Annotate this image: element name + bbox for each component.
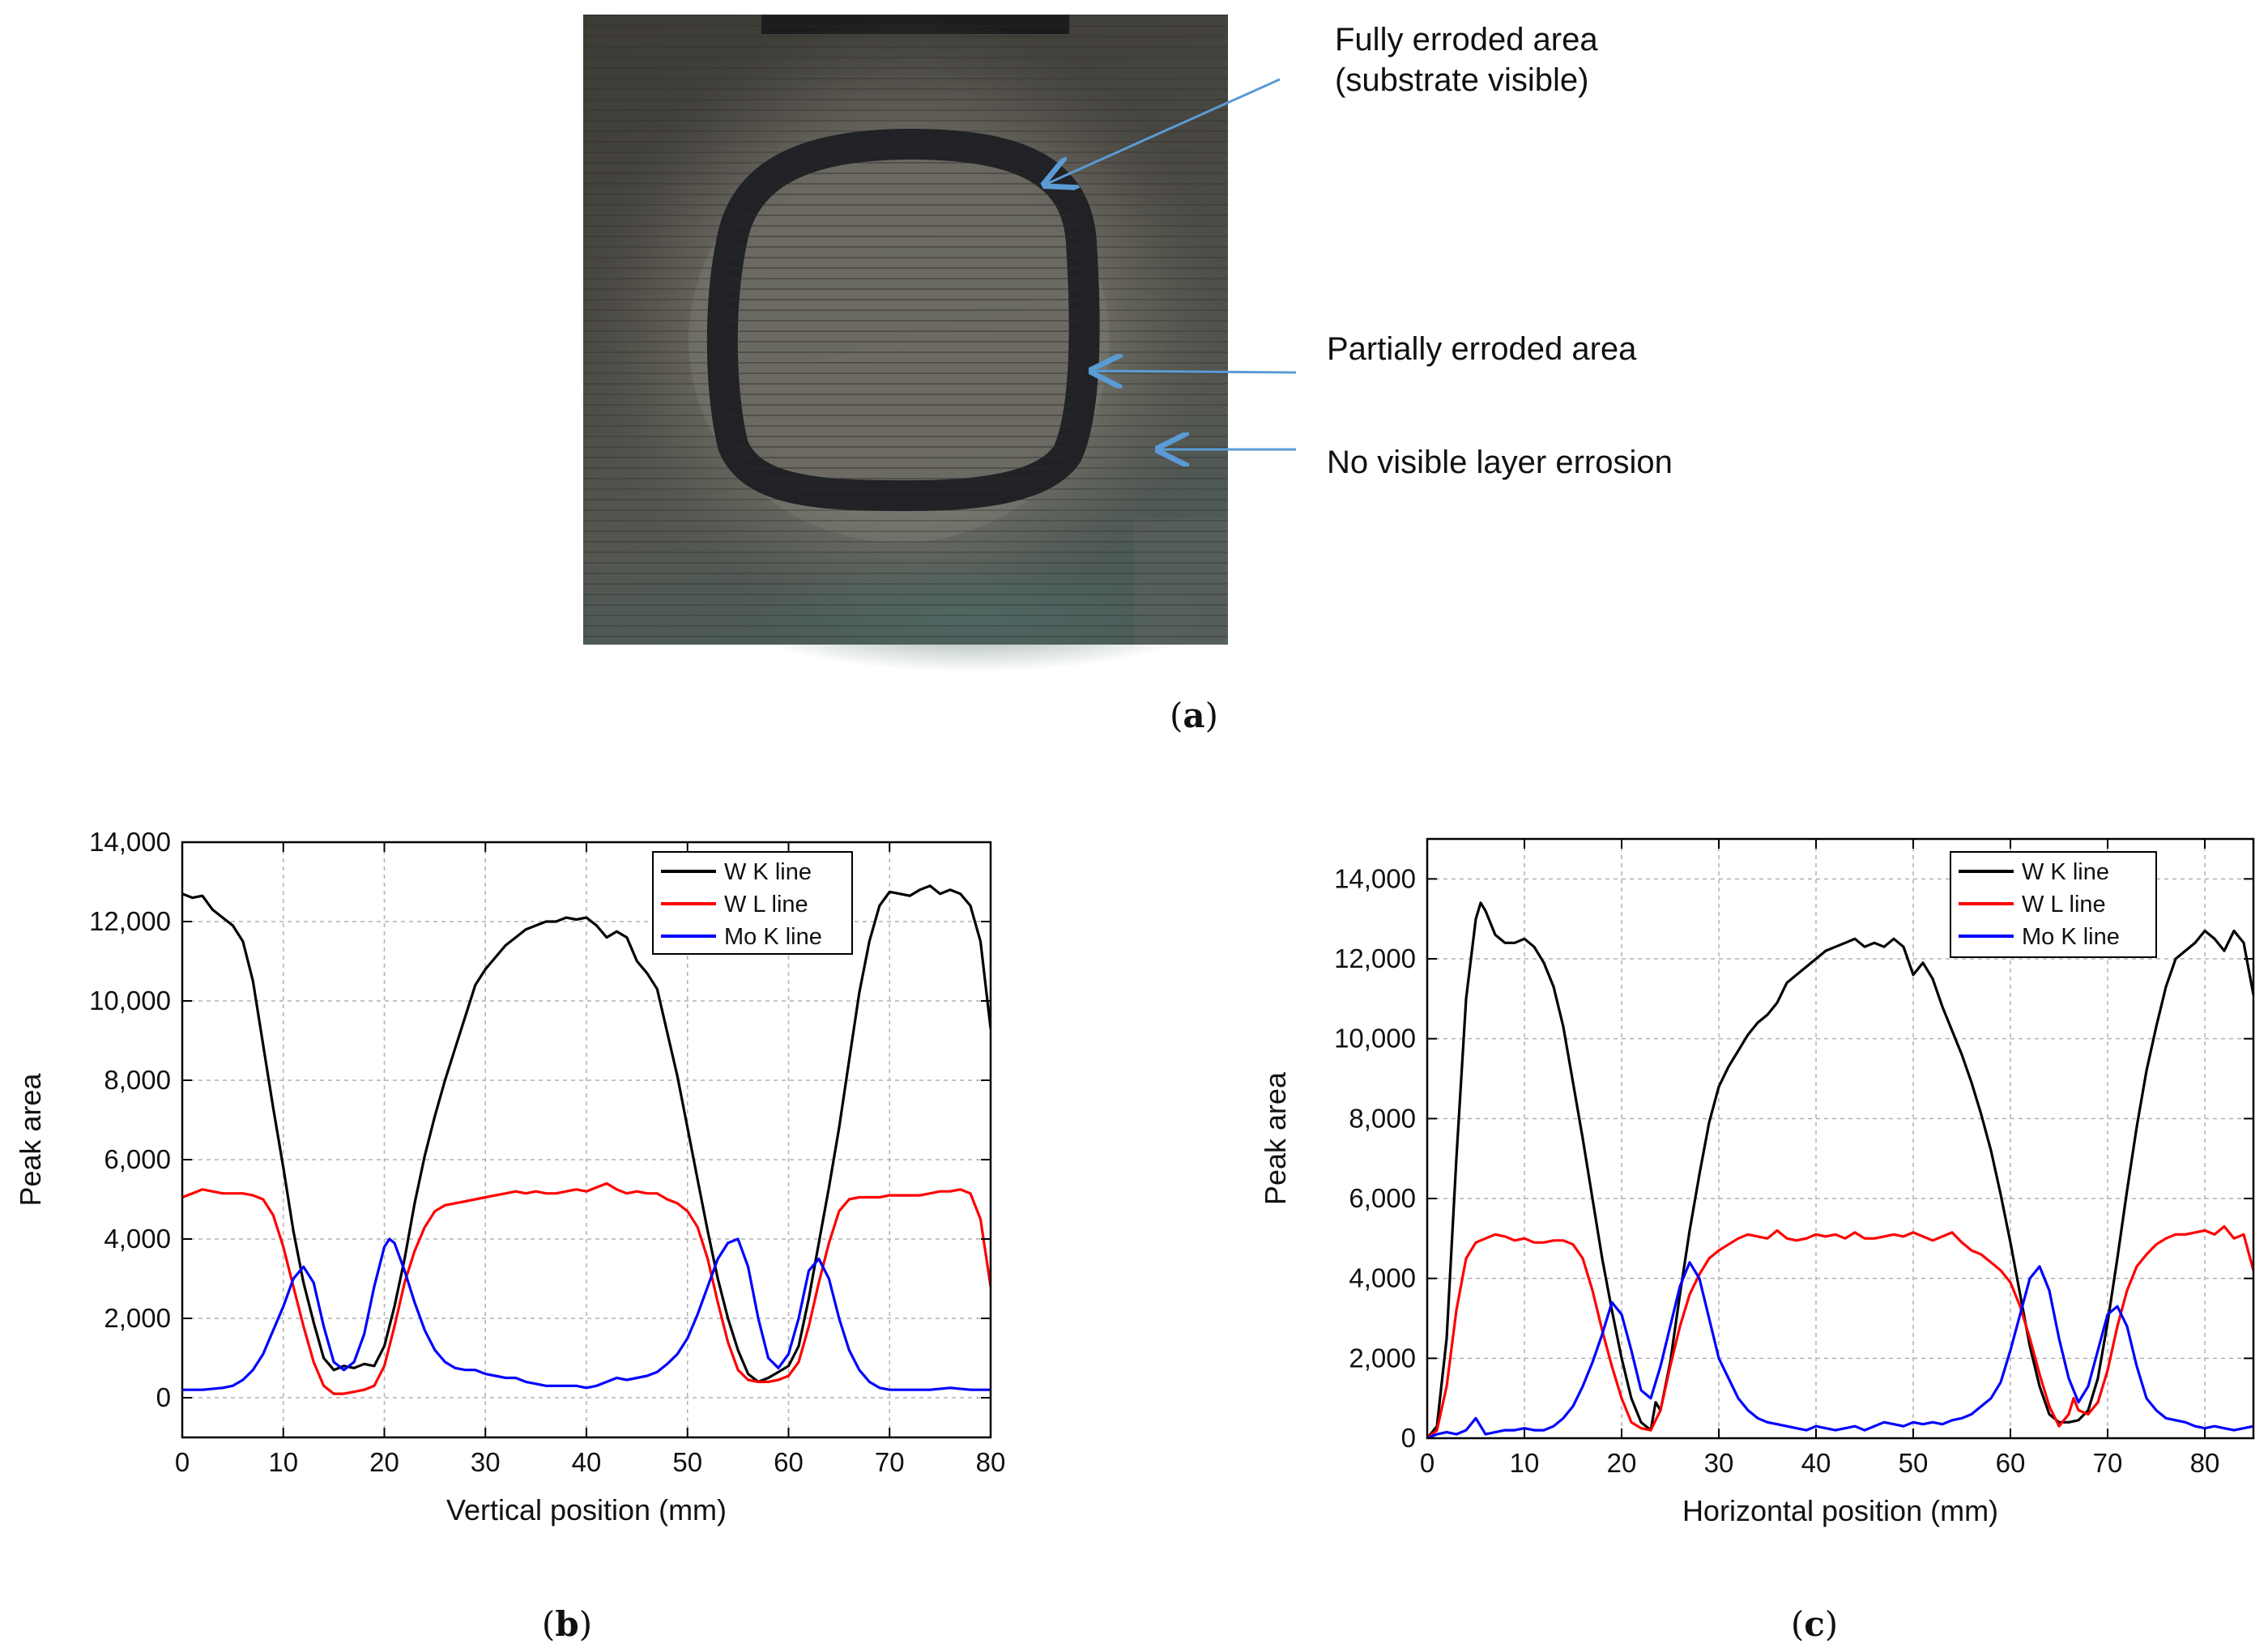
- x-tick-label: 60: [774, 1447, 804, 1477]
- x-tick-label: 0: [1420, 1448, 1435, 1478]
- y-tick-label: 14,000: [1334, 863, 1416, 893]
- y-tick-label: 0: [156, 1382, 171, 1412]
- y-tick-label: 4,000: [1349, 1263, 1416, 1293]
- x-tick-label: 50: [672, 1447, 702, 1477]
- caption-a-label: a: [1183, 696, 1204, 735]
- x-tick-label: 40: [572, 1447, 602, 1477]
- panel-a-photo: [583, 15, 1228, 672]
- series-line-w-k-line: [1427, 901, 2253, 1438]
- arrow-partially-eroded: [1092, 371, 1297, 373]
- annotation-fully-eroded-line2: (substrate visible): [1335, 62, 1588, 98]
- chart-b: 0 10 20 30 40 50 60 70 80 0 2,000 4,000 6,000 8,000 10…: [14, 827, 1005, 1644]
- annotation-arrows: [1045, 78, 1297, 449]
- x-tick-label: 20: [1607, 1448, 1637, 1478]
- y-tick-label: 12,000: [1334, 943, 1416, 973]
- y-axis-label: Peak area: [14, 1072, 47, 1206]
- y-tick-label: 2,000: [1349, 1343, 1416, 1373]
- x-tick-label: 60: [1996, 1448, 2026, 1478]
- x-tick-label: 80: [976, 1447, 1006, 1477]
- y-tick-label: 2,000: [104, 1303, 171, 1333]
- legend: W K line W L line Mo K line: [652, 851, 853, 955]
- x-tick-label: 30: [471, 1447, 501, 1477]
- legend-entry: W K line: [2022, 859, 2109, 885]
- series-line-mo-k-line: [1427, 1261, 2253, 1438]
- annotation-no-erosion: No visible layer errosion: [1327, 445, 1673, 480]
- legend-entry: W K line: [724, 859, 812, 885]
- x-axis-label: Vertical position (mm): [446, 1493, 727, 1526]
- x-tick-label: 70: [875, 1447, 905, 1477]
- caption-c: (c): [1791, 1604, 1838, 1644]
- legend-entry: Mo K line: [724, 924, 822, 950]
- chart-c: 0 10 20 30 40 50 60 70 80 0 2,000 4,000 6,000 8,000 10…: [1259, 837, 2255, 1644]
- plot-frame: [1426, 837, 2255, 1440]
- series-line-w-l-line: [182, 1182, 991, 1395]
- x-tick-label: 80: [2190, 1448, 2220, 1478]
- y-tick-label: 8,000: [1349, 1103, 1416, 1133]
- caption-a: (a): [1170, 696, 1218, 735]
- y-tick-label: 12,000: [89, 906, 171, 936]
- legend: W K line W L line Mo K line: [1950, 851, 2157, 958]
- arrow-fully-eroded: [1045, 78, 1281, 185]
- y-tick-label: 14,000: [89, 827, 171, 857]
- series-line-mo-k-line: [182, 1237, 991, 1391]
- annotation-partially-eroded: Partially erroded area: [1327, 331, 1637, 367]
- x-tick-label: 70: [2093, 1448, 2123, 1478]
- y-tick-label: 6,000: [104, 1144, 171, 1174]
- x-tick-label: 20: [369, 1447, 399, 1477]
- y-tick-label: 4,000: [104, 1224, 171, 1254]
- y-tick-label: 10,000: [89, 986, 171, 1015]
- series-line-w-l-line: [1427, 1224, 2253, 1438]
- x-tick-label: 10: [268, 1447, 298, 1477]
- x-tick-label: 40: [1801, 1448, 1831, 1478]
- annotation-fully-eroded-line1: Fully erroded area: [1335, 22, 1598, 57]
- y-axis-label: Peak area: [1259, 1071, 1292, 1205]
- legend-entry: W L line: [2022, 892, 2106, 918]
- ring-interior-texture: [722, 144, 1085, 496]
- x-tick-label: 30: [1704, 1448, 1734, 1478]
- legend-entry: Mo K line: [2022, 924, 2120, 950]
- legend-entry: W L line: [724, 892, 808, 918]
- y-tick-label: 8,000: [104, 1065, 171, 1095]
- x-tick-label: 0: [175, 1447, 190, 1477]
- y-tick-label: 10,000: [1334, 1024, 1416, 1054]
- x-tick-label: 50: [1899, 1448, 1929, 1478]
- x-axis-label: Horizontal position (mm): [1682, 1494, 1998, 1527]
- x-tick-label: 10: [1510, 1448, 1540, 1478]
- caption-b: (b): [542, 1604, 592, 1644]
- y-tick-label: 0: [1401, 1423, 1416, 1453]
- y-tick-label: 6,000: [1349, 1183, 1416, 1213]
- series-line-w-k-line: [182, 884, 991, 1383]
